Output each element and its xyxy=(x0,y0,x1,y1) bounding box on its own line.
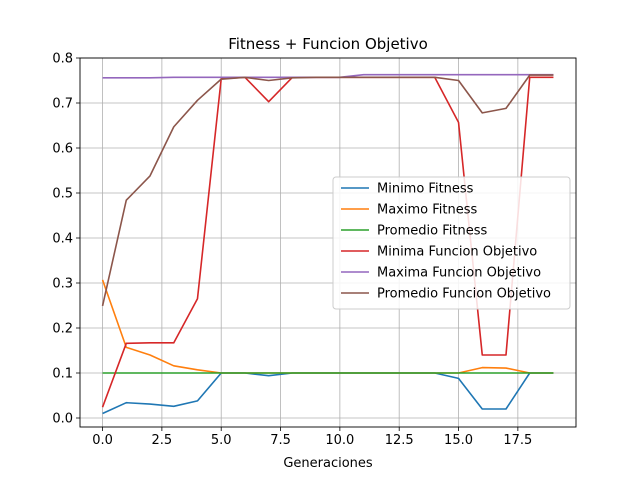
y-tick-label: 0.6 xyxy=(52,142,73,157)
x-tick-label: 12.5 xyxy=(385,433,414,448)
y-tick-label: 0.1 xyxy=(52,367,73,382)
y-tick-label: 0.3 xyxy=(52,277,73,292)
x-tick-label: 0.0 xyxy=(92,433,113,448)
x-tick-label: 7.5 xyxy=(270,433,291,448)
y-tick-label: 0.7 xyxy=(52,97,73,112)
legend-label: Maximo Fitness xyxy=(377,203,477,218)
x-tick-label: 10.0 xyxy=(325,433,354,448)
x-tick-label: 15.0 xyxy=(444,433,473,448)
legend-box xyxy=(332,176,571,310)
x-tick-label: 17.5 xyxy=(503,433,532,448)
y-tick-label: 0.2 xyxy=(52,322,73,337)
series-line-promedio-funcion-objetivo xyxy=(101,74,554,307)
legend-label: Promedio Fitness xyxy=(377,224,487,239)
legend-label: Minimo Fitness xyxy=(377,182,474,197)
chart-title: Fitness + Funcion Objetivo xyxy=(228,35,428,53)
legend: Minimo Fitness Maximo Fitness Promedio Fit… xyxy=(332,176,571,310)
axes xyxy=(79,57,577,428)
x-tick-label: 5.0 xyxy=(211,433,232,448)
series-lines xyxy=(101,73,554,415)
x-axis-title: Generaciones xyxy=(283,456,373,471)
y-tick-label: 0.4 xyxy=(52,232,73,247)
legend-label: Maxima Funcion Objetivo xyxy=(377,266,541,281)
y-tick-label: 0.0 xyxy=(52,412,73,427)
plot-frame xyxy=(79,57,577,428)
y-axis-ticks: 0.0 0.1 0.2 0.3 0.4 0.5 0.6 0.7 0.8 xyxy=(52,52,80,427)
x-axis-ticks: 0.0 2.5 5.0 7.5 10.0 12.5 15.0 17.5 xyxy=(92,427,532,448)
legend-label: Minima Funcion Objetivo xyxy=(377,245,537,260)
y-tick-label: 0.5 xyxy=(52,187,73,202)
x-tick-label: 2.5 xyxy=(152,433,173,448)
legend-label: Promedio Funcion Objetivo xyxy=(377,287,551,302)
y-tick-label: 0.8 xyxy=(52,52,73,67)
